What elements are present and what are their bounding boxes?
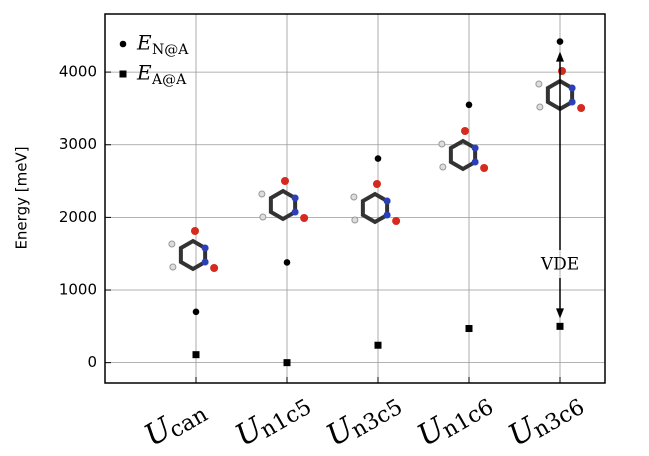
- atom: [373, 180, 381, 188]
- atom: [259, 191, 265, 197]
- atom: [558, 67, 566, 75]
- atom: [210, 264, 218, 272]
- atom: [480, 164, 488, 172]
- atom: [569, 99, 576, 106]
- ring: [271, 191, 295, 219]
- y-tick-label: 0: [87, 353, 97, 371]
- atom: [569, 85, 576, 92]
- atom: [292, 209, 299, 216]
- atom: [392, 217, 400, 225]
- atom: [439, 141, 445, 147]
- molecule: [259, 177, 308, 222]
- atom: [536, 81, 542, 87]
- atom: [202, 245, 209, 252]
- legend-symbol: E: [136, 61, 152, 85]
- point: [557, 323, 564, 330]
- atom: [300, 214, 308, 222]
- molecules: [169, 67, 585, 272]
- point: [557, 38, 564, 45]
- y-tick-label: 2000: [59, 208, 97, 226]
- point: [193, 309, 200, 316]
- atom: [461, 127, 469, 135]
- y-axis-label: Energy [meV]: [13, 146, 31, 249]
- atom: [537, 104, 543, 110]
- legend-label: A@A: [151, 72, 187, 88]
- y-tick-label: 3000: [59, 135, 97, 153]
- atom: [384, 198, 391, 205]
- ring: [181, 241, 205, 269]
- category-name: n1c6: [438, 395, 498, 444]
- arrow-head: [556, 52, 564, 62]
- point: [284, 359, 291, 366]
- point: [466, 325, 473, 332]
- atom: [352, 217, 358, 223]
- legend-marker: [120, 41, 127, 48]
- y-tick-label: 1000: [59, 281, 97, 299]
- arrow-head: [556, 308, 564, 318]
- ring: [451, 141, 475, 169]
- atom: [472, 145, 479, 152]
- atom: [440, 164, 446, 170]
- atom: [384, 212, 391, 219]
- point: [375, 155, 382, 162]
- legend-label: N@A: [152, 42, 189, 58]
- atom: [191, 227, 199, 235]
- point: [284, 259, 291, 266]
- point: [375, 342, 382, 349]
- atom: [170, 264, 176, 270]
- category-name: n3c6: [529, 395, 589, 444]
- y-tick-label: 4000: [59, 63, 97, 81]
- annotation: VDE: [540, 255, 579, 275]
- point: [466, 101, 473, 108]
- atom: [351, 194, 357, 200]
- legend-symbol: E: [136, 31, 152, 55]
- ring: [363, 194, 387, 222]
- molecule: [439, 127, 488, 172]
- point: [193, 351, 200, 358]
- atom: [472, 159, 479, 166]
- molecule: [169, 227, 218, 272]
- atom: [260, 214, 266, 220]
- molecule: [351, 180, 400, 225]
- legend-marker: [120, 71, 127, 78]
- atom: [169, 241, 175, 247]
- atom: [292, 195, 299, 202]
- category-name: n3c5: [347, 395, 407, 444]
- category-name: n1c5: [256, 395, 316, 444]
- atom: [281, 177, 289, 185]
- chart: Energy [meV] 01000200030004000UcanUn1c5U…: [0, 0, 649, 456]
- atom: [577, 104, 585, 112]
- atom: [202, 259, 209, 266]
